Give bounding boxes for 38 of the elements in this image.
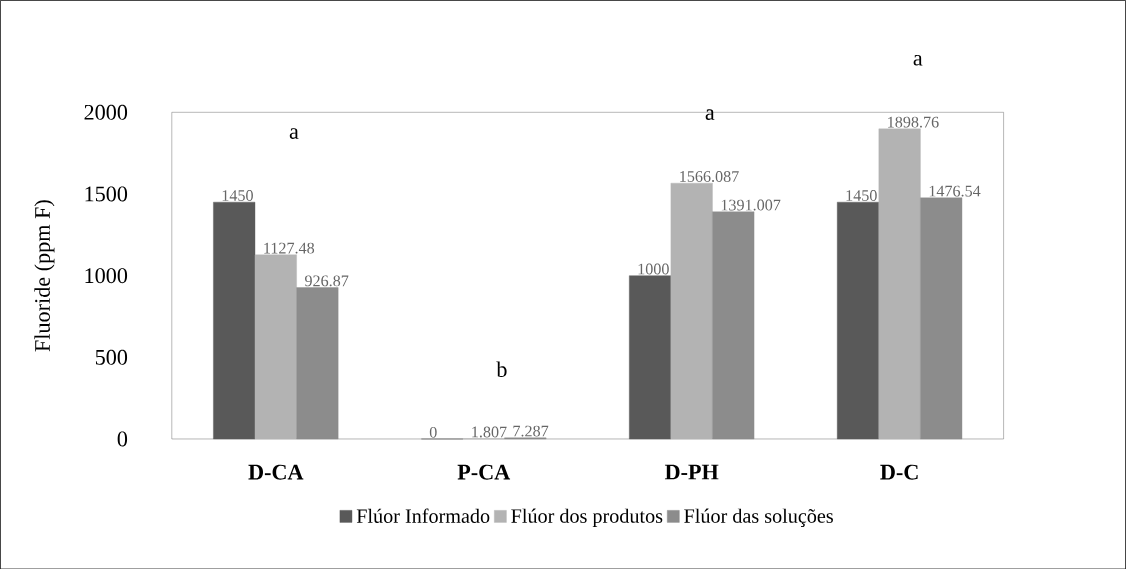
data-label: 1.807 — [472, 426, 507, 438]
bar — [837, 201, 880, 439]
data-label: 1898.76 — [888, 116, 939, 128]
y-tick-label: 500 — [95, 349, 128, 365]
text: a — [913, 54, 923, 66]
y-tick-label: 1000 — [85, 267, 128, 283]
legend-label: Flúor dos produtos — [511, 508, 663, 527]
x-tick-label: P-CA — [457, 464, 511, 480]
bar — [878, 128, 921, 439]
y-axis-title: Fluoride (ppm F) — [34, 199, 55, 352]
legend-label: Flúor Informado — [356, 508, 490, 523]
data-label: 1476.54 — [929, 185, 981, 197]
data-label: 7.287 — [513, 425, 549, 437]
data-label: 1127.48 — [264, 242, 315, 254]
x-tick-label: D-CA — [248, 464, 304, 480]
bar — [712, 211, 755, 439]
x-tick-label: D-C — [880, 464, 918, 480]
bar — [629, 275, 672, 439]
data-label: 1450 — [846, 189, 877, 201]
y-tick-label: 2000 — [84, 104, 128, 120]
x-tick-label: D-PH — [664, 464, 719, 480]
bar — [920, 197, 963, 439]
bar — [254, 254, 297, 439]
annotation: a — [705, 109, 715, 120]
data-label: 1000 — [638, 263, 669, 275]
annotation: b — [496, 361, 507, 377]
bar — [296, 287, 339, 439]
data-label: 1566.087 — [680, 170, 739, 182]
data-label: 0 — [429, 426, 437, 438]
bar — [213, 201, 256, 439]
data-label: 1391.007 — [721, 199, 781, 211]
annotation: a — [289, 128, 299, 139]
data-label: 1450 — [222, 189, 253, 201]
bar — [670, 182, 713, 439]
legend-label: Flúor das soluções — [684, 508, 833, 527]
data-label: 926.87 — [304, 275, 349, 287]
y-tick-label: 1500 — [85, 186, 128, 202]
y-tick-label: 0 — [117, 431, 128, 447]
